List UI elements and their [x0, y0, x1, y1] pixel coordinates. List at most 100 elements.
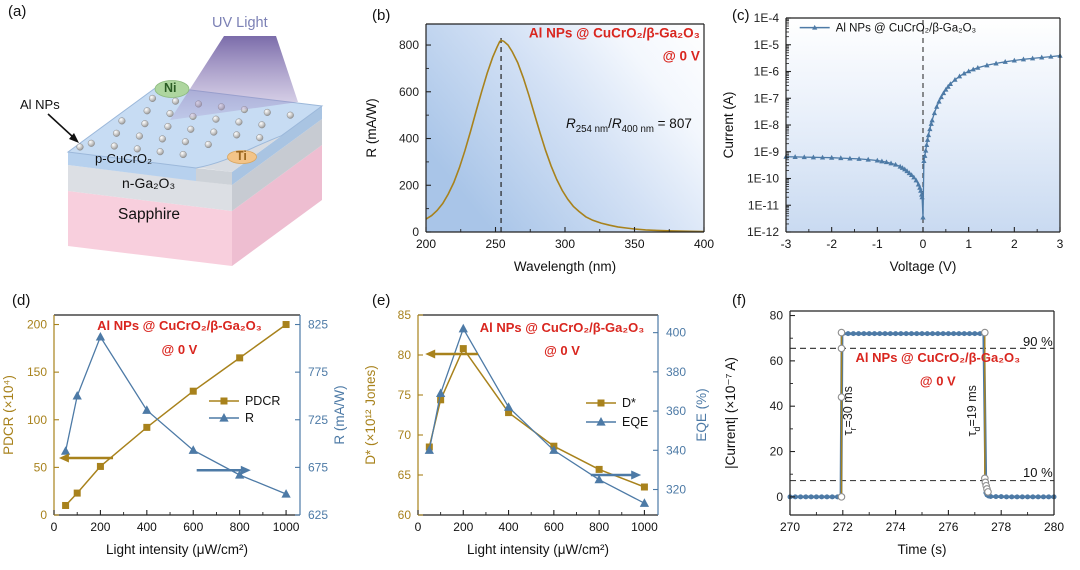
marker-square: [459, 345, 467, 353]
y-tick-label: 0: [412, 225, 419, 239]
x-tick-label: 0: [920, 237, 927, 251]
marker-triangle: [975, 64, 981, 70]
y-tick-label: 360: [666, 404, 686, 418]
panel-a: (a) UV Light Al NPs Ni Ti p-CuCrO₂ n-Ga₂…: [0, 0, 360, 285]
marker-circle: [903, 331, 909, 337]
marker-circle: [993, 494, 999, 500]
marker-triangle: [928, 121, 934, 126]
marker-circle: [893, 331, 899, 337]
x-axis-label: Light intensity (μW/cm²): [467, 542, 609, 557]
y-tick-label: 80: [770, 309, 784, 323]
marker-circle: [935, 331, 941, 337]
marker-circle: [824, 494, 830, 500]
al-nps-label: Al NPs: [20, 97, 60, 112]
marker-circle: [1003, 494, 1009, 500]
marker-triangle: [923, 147, 929, 153]
marker-triangle: [918, 187, 924, 193]
x-tick-label: 278: [991, 520, 1011, 534]
x-tick-label: 800: [589, 520, 609, 534]
marker-circle: [951, 331, 957, 337]
marker-circle: [850, 331, 856, 337]
marker-triangle: [917, 184, 923, 190]
marker-triangle: [922, 153, 928, 158]
annotation-arrowhead: [58, 453, 69, 463]
marker-triangle: [956, 73, 963, 79]
al-nanoparticle: [76, 143, 84, 151]
uv-light-label: UV Light: [212, 15, 268, 31]
marker-circle: [930, 331, 936, 337]
marker-circle: [882, 331, 888, 337]
y-tick-label: 40: [770, 399, 784, 413]
y-tick-label: 75: [398, 388, 412, 402]
y-tick-label: 1E-9: [754, 145, 780, 159]
marker-circle: [998, 494, 1004, 500]
y-tick-label: 150: [27, 365, 47, 379]
marker-triangle: [993, 60, 999, 66]
marker-triangle: [913, 177, 919, 183]
x-tick-label: 1: [965, 237, 972, 251]
y-tick-label: 1E-5: [754, 38, 780, 52]
y-tick-label: 1E-7: [754, 91, 780, 105]
marker-triangle: [888, 160, 894, 166]
panel-letter: (b): [372, 7, 390, 24]
x-tick-label: 274: [886, 520, 906, 534]
y-tick-label: 725: [308, 413, 328, 427]
x-tick-label: 1000: [273, 520, 300, 534]
x-tick-label: 350: [624, 237, 644, 251]
x-tick-label: 272: [833, 520, 853, 534]
y-tick-label: 0: [776, 490, 783, 504]
x-tick-label: 800: [230, 520, 250, 534]
y-tick-label: 60: [398, 508, 412, 522]
y-tick-label: 400: [399, 132, 419, 146]
marker-circle: [908, 331, 914, 337]
marker-circle: [856, 331, 862, 337]
y2-axis-label: R (mA/W): [332, 385, 347, 444]
al-nanoparticle: [133, 145, 141, 153]
marker-triangle: [947, 81, 954, 87]
marker-triangle: [919, 191, 925, 197]
marker-circle-open: [837, 493, 846, 501]
marker-triangle: [60, 446, 71, 455]
y-axis-label: |Current| (×10⁻⁷ A): [723, 357, 738, 469]
al-nanoparticle: [187, 125, 195, 133]
marker-circle: [961, 331, 967, 337]
annotation-text: 10 %: [1023, 465, 1053, 480]
y-tick-label: 1E-10: [747, 172, 779, 186]
x-tick-label: 200: [453, 520, 473, 534]
marker-triangle: [984, 62, 990, 68]
marker-circle: [808, 494, 814, 500]
marker-circle-open: [837, 393, 846, 401]
marker-circle: [1030, 494, 1036, 500]
marker-circle: [866, 331, 872, 337]
annotation-text: Al NPs @ CuCrO₂/β-Ga₂O₃: [529, 26, 700, 41]
annotation-text: 90 %: [1023, 334, 1053, 349]
marker-triangle: [938, 94, 944, 100]
marker-triangle: [594, 474, 604, 484]
marker-circle: [914, 331, 920, 337]
y-tick-label: 800: [399, 38, 419, 52]
marker-triangle: [436, 388, 446, 398]
marker-triangle: [856, 156, 862, 161]
x-axis-label: Time (s): [898, 542, 947, 557]
marker-triangle: [952, 76, 958, 82]
marker-triangle: [95, 331, 106, 341]
x-tick-label: 0: [415, 520, 422, 534]
marker-triangle: [920, 214, 926, 220]
p-layer-label: p-CuCrO₂: [95, 151, 153, 166]
marker-triangle: [934, 103, 940, 109]
legend-label: Al NPs @ CuCrO₂/β-Ga₂O₃: [836, 23, 977, 35]
marker-circle: [798, 494, 804, 500]
y-tick-label: 825: [308, 318, 328, 332]
marker-triangle: [810, 154, 817, 160]
y-tick-label: 1E-6: [754, 65, 780, 79]
y-tick-label: 1E-4: [754, 11, 780, 25]
y-tick-label: 200: [27, 318, 47, 332]
marker-circle: [877, 331, 883, 337]
y-axis-label: D* (×10¹² Jones): [363, 365, 378, 464]
panel-c: -3 -2 -1 0 1 2 3 1E-4 1E-5 1E-6 1E-7 1E-8 1E-9 1E-10 1…: [720, 0, 1080, 285]
marker-triangle: [936, 98, 942, 104]
y-tick-label: 80: [398, 348, 412, 362]
marker-triangle: [940, 90, 947, 96]
annotation-arrowhead: [240, 465, 251, 475]
y-tick-label: 85: [398, 308, 412, 322]
